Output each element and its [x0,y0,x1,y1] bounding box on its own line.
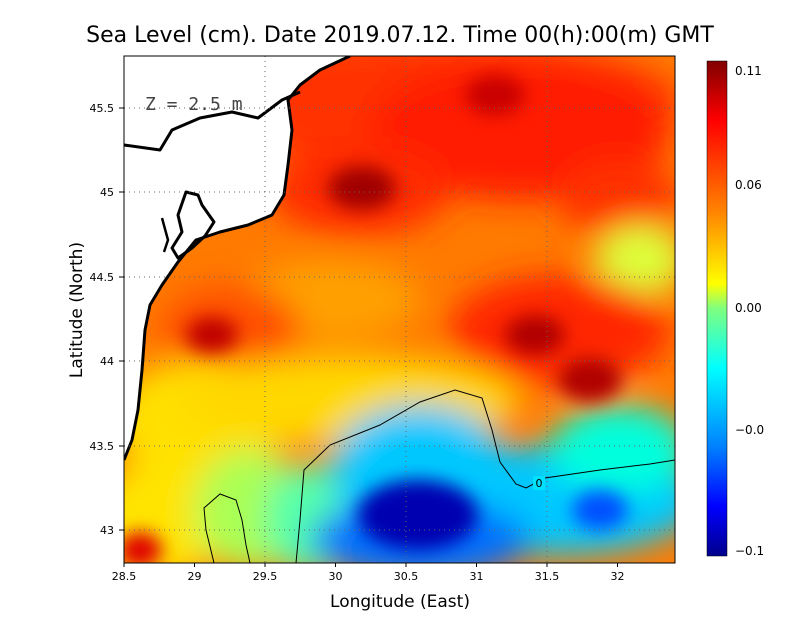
y-tick-label: 44.5 [90,271,115,284]
coastline-lake [160,217,170,253]
coastline-inlet [124,90,301,152]
x-tick-label: 29 [188,570,202,583]
field-extremum [505,315,565,355]
coastline-lagoon [170,190,216,260]
x-axis: 28.5 29 29.5 30 30.5 31 31.5 32 Longitud… [112,563,625,612]
field-blob [560,160,675,240]
y-axis-title: Latitude (North) [67,242,87,378]
coastline [124,56,351,461]
x-tick-label: 28.5 [112,570,137,583]
x-tick-label: 31.5 [535,570,560,583]
field-extremum [124,532,162,563]
field-blob [550,405,675,495]
x-tick-label: 32 [611,570,625,583]
field-extremum [558,358,622,402]
zero-contour-line [295,389,675,563]
colorbar-tick-label: −0.1 [735,544,764,558]
plot-frame [123,55,676,564]
x-tick-label: 30 [329,570,343,583]
sea-level-extrema [124,75,628,563]
y-tick-label: 44 [100,355,114,368]
field-extremum [186,317,238,353]
colorbar: 0.11 0.06 0.00 −0.0 −0.1 [706,60,764,558]
x-tick-label: 31 [470,570,484,583]
field-extremum [328,166,396,210]
grid [124,56,675,563]
y-tick-label: 43.5 [90,440,115,453]
contour-label: 0 [536,477,543,490]
zero-contour-loop [203,493,251,563]
y-axis: 43 43.5 44 44.5 45 45.5 Latitude (North) [67,102,124,537]
chart-title: Sea Level (cm). Date 2019.07.12. Time 00… [86,23,714,48]
colorbar-gradient [706,60,728,557]
colorbar-tick-label: 0.06 [735,178,762,192]
x-tick-label: 30.5 [394,570,419,583]
land-mass [124,56,350,460]
contour-label-bg [533,476,545,490]
x-axis-title: Longitude (East) [330,592,470,612]
y-tick-label: 45 [100,186,114,199]
y-tick-label: 45.5 [90,102,115,115]
plot-area: 0 Z = 2.5 m [124,56,675,563]
field-extremum [358,480,478,550]
sea-level-field [124,56,675,563]
colorbar-tick-label: 0.00 [735,301,762,315]
field-extremum [465,75,525,115]
depth-label: Z = 2.5 m [145,94,243,115]
field-blob [595,225,675,295]
colorbar-tick-label: −0.0 [735,423,764,437]
colorbar-tick-label: 0.11 [735,64,762,78]
field-extremum [572,490,628,530]
y-tick-label: 43 [100,524,114,537]
x-tick-label: 29.5 [253,570,278,583]
